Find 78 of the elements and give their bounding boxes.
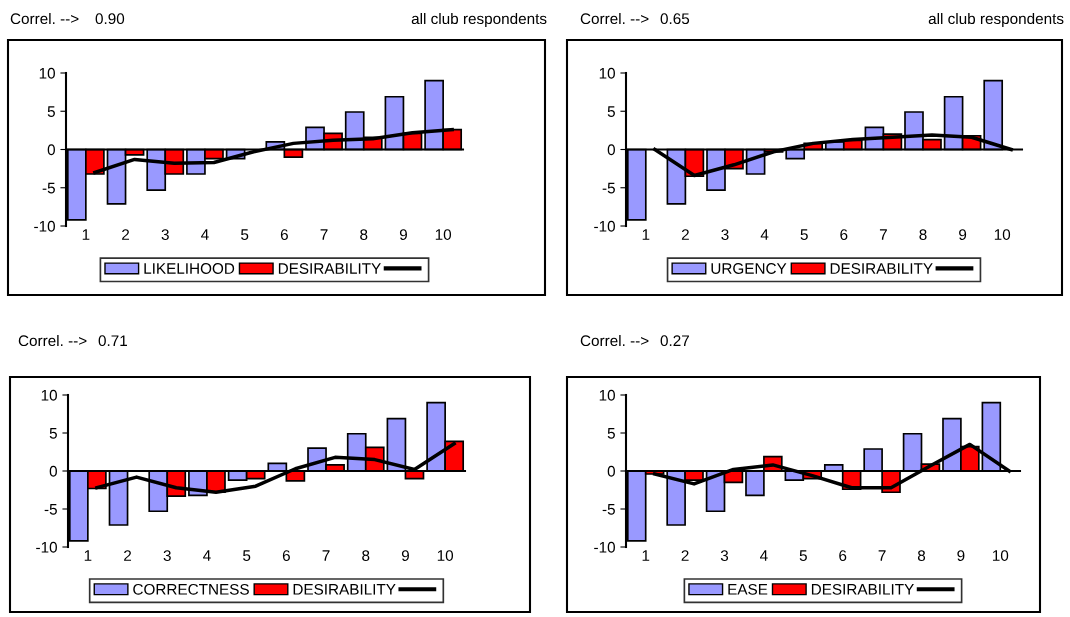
x-tick-label: 6 xyxy=(282,550,290,561)
text: Correl. --> xyxy=(580,12,649,25)
x-tick-label: 9 xyxy=(957,550,965,561)
text: 0.90 xyxy=(95,13,125,25)
x-tick-label: 3 xyxy=(720,550,729,561)
x-tick-label: 6 xyxy=(839,550,847,561)
x-tick-label: 7 xyxy=(878,550,886,561)
y-tick-label: -5 xyxy=(602,504,615,515)
x-tick-label: 2 xyxy=(681,550,689,561)
y-tick-label: 10 xyxy=(39,67,55,79)
x-tick-label: 1 xyxy=(642,550,650,561)
y-tick-label: 10 xyxy=(41,389,57,401)
x-tick-label: 9 xyxy=(959,229,967,240)
x-tick-label: 8 xyxy=(919,229,927,240)
legend-label: LIKELIHOOD xyxy=(144,263,235,274)
text: 0.27 xyxy=(660,335,689,347)
y-tick-label: 5 xyxy=(49,428,57,439)
y-tick-label: -10 xyxy=(594,541,615,553)
x-tick-label: 10 xyxy=(435,229,452,240)
x-tick-label: 4 xyxy=(203,550,211,561)
x-tick-label: 1 xyxy=(84,550,92,561)
y-tick-label: 5 xyxy=(47,106,55,117)
y-tick-label: 0 xyxy=(607,144,615,156)
legend-label: EASE xyxy=(728,583,768,595)
y-tick-label: -10 xyxy=(594,220,615,232)
x-tick-label: 7 xyxy=(322,550,330,561)
text: Correl. --> xyxy=(580,334,649,347)
legend-label: URGENCY xyxy=(711,263,787,274)
x-tick-label: 5 xyxy=(800,229,808,240)
x-tick-label: 1 xyxy=(82,229,90,240)
text: 0.71 xyxy=(98,335,127,347)
x-tick-label: 6 xyxy=(280,229,288,240)
x-tick-label: 9 xyxy=(401,550,409,561)
x-tick-label: 2 xyxy=(681,229,689,240)
text: all club respondents xyxy=(411,12,547,28)
text: 0.65 xyxy=(660,13,690,25)
y-tick-label: 0 xyxy=(47,144,55,156)
x-tick-label: 10 xyxy=(437,550,454,561)
x-tick-label: 3 xyxy=(161,229,169,240)
x-tick-label: 2 xyxy=(124,550,132,561)
y-tick-label: -5 xyxy=(44,504,57,515)
x-tick-label: 5 xyxy=(243,550,251,561)
x-tick-label: 10 xyxy=(994,229,1011,240)
x-tick-label: 10 xyxy=(992,550,1009,561)
y-tick-label: 0 xyxy=(607,465,615,477)
text: Correl. --> xyxy=(10,12,79,25)
x-tick-label: 9 xyxy=(399,229,407,240)
x-tick-label: 8 xyxy=(360,229,368,240)
y-tick-label: -10 xyxy=(36,541,57,553)
y-tick-label: -10 xyxy=(34,220,55,232)
legend-label: CORRECTNESS xyxy=(133,583,249,595)
x-tick-label: 7 xyxy=(320,229,328,240)
y-tick-label: 5 xyxy=(607,106,615,117)
x-tick-label: 5 xyxy=(241,229,249,240)
legend-label: DESIRABILITY xyxy=(293,583,396,595)
text: Correl. --> xyxy=(18,334,87,347)
x-tick-label: 8 xyxy=(362,550,370,561)
x-tick-label: 8 xyxy=(917,550,926,561)
x-tick-label: 3 xyxy=(163,550,171,561)
x-tick-label: 1 xyxy=(642,229,650,240)
x-tick-label: 7 xyxy=(879,229,887,240)
x-tick-label: 4 xyxy=(760,229,769,240)
legend-label: DESIRABILITY xyxy=(811,583,914,595)
legend-label: DESIRABILITY xyxy=(830,263,933,274)
y-tick-label: -5 xyxy=(602,182,615,194)
x-tick-label: 5 xyxy=(799,550,807,561)
y-tick-label: 5 xyxy=(607,428,615,439)
legend-label: DESIRABILITY xyxy=(278,263,381,274)
x-tick-label: 2 xyxy=(122,229,130,240)
text: all club respondents xyxy=(928,12,1064,28)
x-tick-label: 4 xyxy=(760,550,768,561)
y-tick-label: 10 xyxy=(599,389,615,401)
y-tick-label: 0 xyxy=(49,465,57,477)
y-tick-label: 10 xyxy=(599,67,615,79)
x-tick-label: 6 xyxy=(840,229,848,240)
x-tick-label: 4 xyxy=(201,229,209,240)
x-tick-label: 3 xyxy=(721,229,729,240)
y-tick-label: -5 xyxy=(42,182,55,194)
